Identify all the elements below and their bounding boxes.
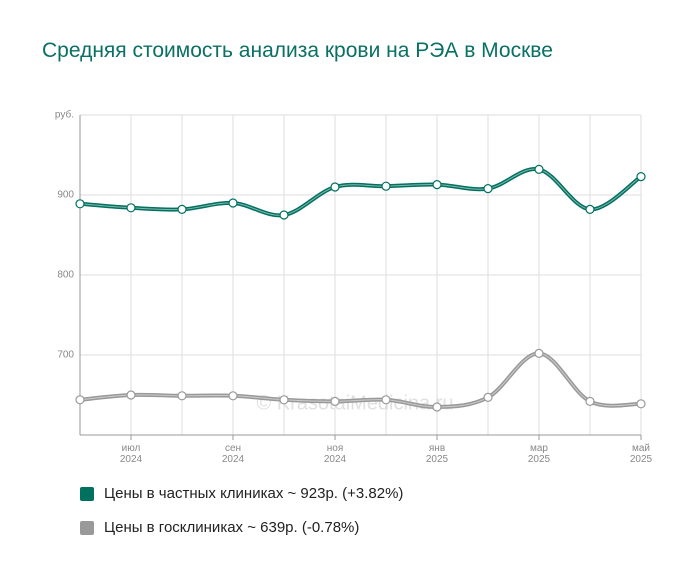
point xyxy=(330,182,340,192)
x-tick-label: мар 2025 xyxy=(527,443,551,465)
watermark: © KrasotaiMedicina.ru xyxy=(256,392,453,414)
point xyxy=(534,348,544,358)
legend-swatch xyxy=(80,487,94,501)
point xyxy=(381,181,391,191)
point xyxy=(381,395,391,405)
line xyxy=(79,351,642,410)
point xyxy=(432,402,442,412)
point xyxy=(330,396,340,406)
point xyxy=(432,180,442,190)
point xyxy=(75,199,85,209)
point xyxy=(585,396,595,406)
legend-label: Цены в частных клиниках ~ 923р. (+3.82%) xyxy=(104,485,404,502)
point xyxy=(534,164,544,174)
point xyxy=(126,390,136,400)
x-tick-label: сен 2024 xyxy=(221,443,245,465)
y-tick-label: руб. xyxy=(55,109,74,121)
line xyxy=(79,167,643,218)
point xyxy=(279,210,289,220)
y-tick-label: 700 xyxy=(57,350,74,361)
chart-title: Средняя стоимость анализа крови на РЭА в… xyxy=(42,39,553,62)
point xyxy=(75,395,85,405)
legend-label: Цены в госклиниках ~ 639р. (-0.78%) xyxy=(104,519,360,536)
point xyxy=(585,204,595,214)
point xyxy=(279,395,289,405)
point xyxy=(126,203,136,213)
point xyxy=(177,391,187,401)
x-tick-label: янв 2025 xyxy=(425,443,449,465)
point xyxy=(177,204,187,214)
x-tick-label: июл 2024 xyxy=(119,443,143,465)
x-tick-label: ноя 2024 xyxy=(323,443,347,465)
point xyxy=(636,399,646,409)
y-tick-label: 800 xyxy=(57,270,74,281)
y-tick-label: 900 xyxy=(57,190,74,201)
point xyxy=(483,392,493,402)
legend-swatch xyxy=(80,521,94,535)
x-tick-label: май 2025 xyxy=(629,443,653,465)
point xyxy=(228,391,238,401)
point xyxy=(228,198,238,208)
point xyxy=(483,184,493,194)
point xyxy=(636,172,646,182)
